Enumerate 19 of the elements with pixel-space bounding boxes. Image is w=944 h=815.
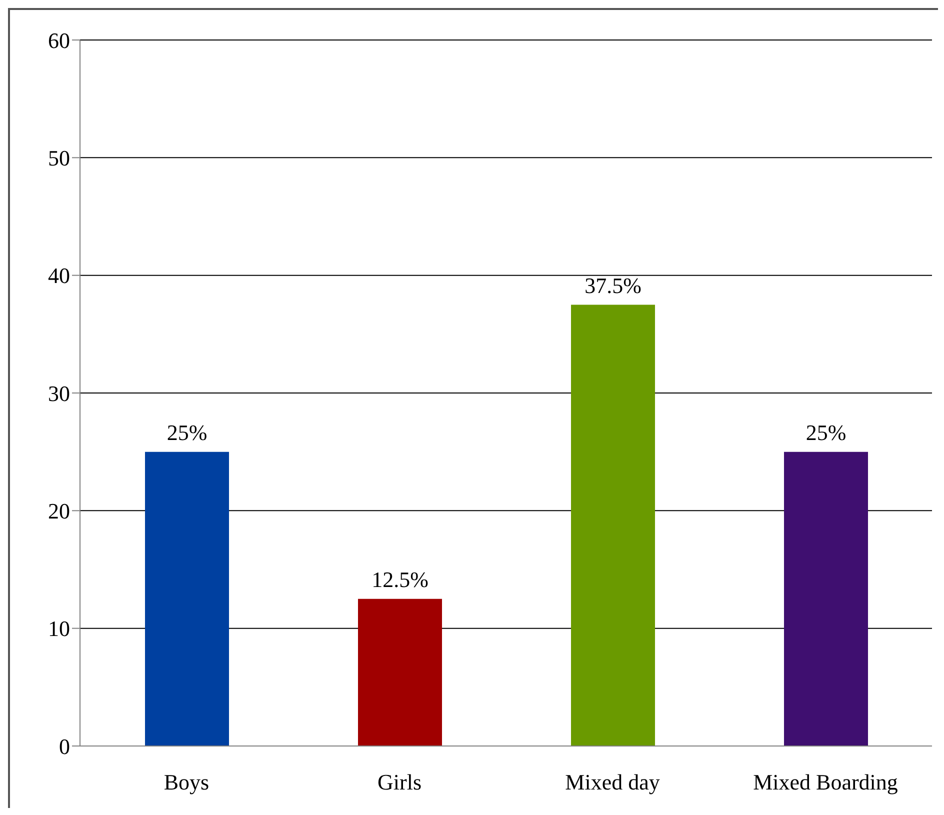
y-tick-label: 10: [48, 616, 70, 642]
data-label: 25%: [806, 420, 846, 445]
bar: [145, 452, 229, 746]
bar: [784, 452, 868, 746]
y-tick-label: 40: [48, 263, 70, 288]
x-tick-label: Mixed day: [565, 770, 660, 795]
y-tick-label: 20: [48, 498, 70, 524]
y-tick-label: 60: [48, 28, 70, 53]
x-tick-label: Girls: [378, 770, 422, 795]
data-label: 37.5%: [584, 272, 642, 298]
x-tick-label: Boys: [164, 770, 210, 795]
y-tick-label: 30: [48, 380, 70, 406]
data-label: 25%: [166, 420, 208, 445]
data-label: 12.5%: [372, 566, 428, 592]
y-tick-label: 0: [59, 734, 70, 759]
bar: [358, 598, 442, 746]
x-tick-label: Mixed Boarding: [753, 770, 898, 795]
bar: [571, 304, 655, 746]
y-tick-label: 50: [48, 145, 70, 170]
